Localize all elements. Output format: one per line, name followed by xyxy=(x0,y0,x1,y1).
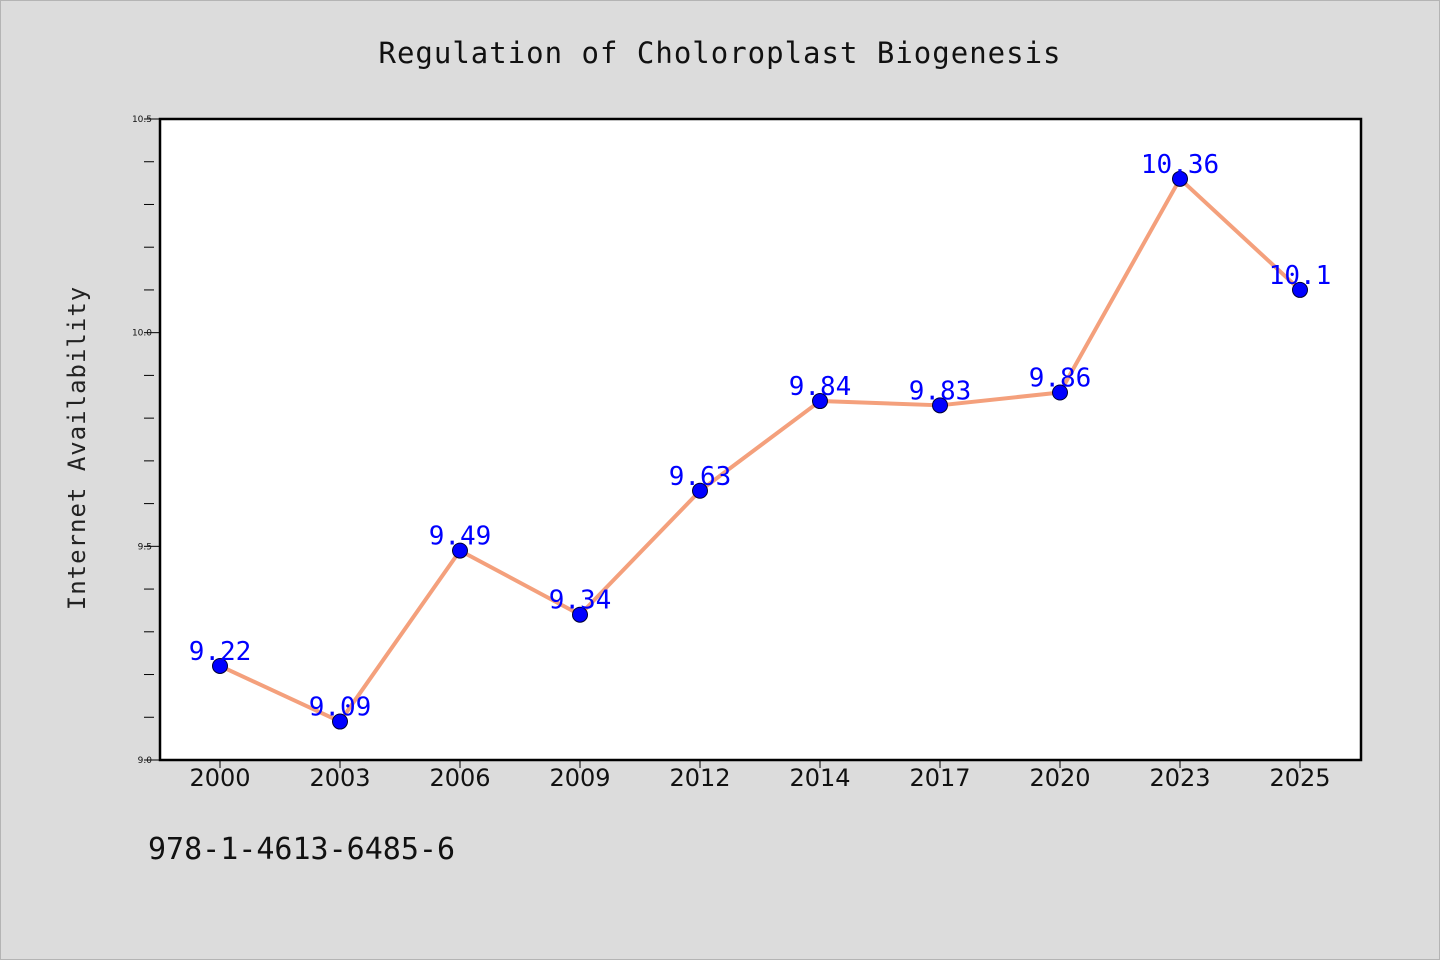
x-tick-label: 2025 xyxy=(1269,764,1330,792)
data-label: 9.84 xyxy=(789,372,852,402)
y-tick-label: 10.5 xyxy=(132,115,152,125)
data-label: 9.49 xyxy=(429,522,492,552)
plot-area xyxy=(160,119,1361,760)
x-axis-ticks: 2000 2003 2006 2009 2012 2014 2017 2020 2023 2025 xyxy=(189,760,1331,792)
data-labels: 9.22 9.09 9.49 9.34 9.63 9.84 9.83 9.86 10.36 10.… xyxy=(189,150,1332,723)
data-label: 9.63 xyxy=(669,462,732,492)
data-label: 10.1 xyxy=(1269,261,1332,291)
data-point xyxy=(1292,281,1308,298)
data-point xyxy=(452,542,468,559)
chart-title: Regulation of Choloroplast Biogenesis xyxy=(378,36,1061,70)
y-tick-label: 9.5 xyxy=(138,542,152,552)
data-point xyxy=(692,482,708,499)
data-label: 9.83 xyxy=(909,376,972,406)
y-axis-label: Internet Availability xyxy=(63,286,91,610)
x-tick-label: 2017 xyxy=(909,764,970,792)
data-point xyxy=(1172,170,1188,187)
x-tick-label: 2003 xyxy=(309,764,370,792)
x-tick-label: 2012 xyxy=(669,764,730,792)
data-label: 9.86 xyxy=(1029,363,1092,393)
x-tick-label: 2000 xyxy=(189,764,250,792)
data-point xyxy=(212,657,228,674)
data-label: 9.34 xyxy=(549,586,612,616)
data-point xyxy=(812,393,828,410)
data-point xyxy=(572,606,588,623)
y-axis-ticks: 9.0 9.5 10.0 10.5 xyxy=(132,115,160,766)
x-tick-label: 2006 xyxy=(429,764,490,792)
x-tick-label: 2020 xyxy=(1029,764,1090,792)
y-tick-label: 10.0 xyxy=(132,329,152,339)
data-markers xyxy=(212,170,1308,730)
series-line xyxy=(218,176,1302,724)
plot-border xyxy=(158,117,1363,762)
data-point xyxy=(1052,384,1068,401)
y-minor-ticks xyxy=(144,161,154,718)
data-label: 10.36 xyxy=(1141,150,1219,180)
data-label: 9.09 xyxy=(309,693,372,723)
isbn-text: 978-1-4613-6485-6 xyxy=(148,832,456,867)
x-tick-label: 2023 xyxy=(1149,764,1210,792)
data-point xyxy=(932,397,948,414)
data-label: 9.22 xyxy=(189,637,252,667)
x-tick-label: 2009 xyxy=(549,764,610,792)
y-tick-label: 9.0 xyxy=(138,756,153,766)
x-tick-label: 2014 xyxy=(789,764,850,792)
data-point xyxy=(332,713,348,730)
